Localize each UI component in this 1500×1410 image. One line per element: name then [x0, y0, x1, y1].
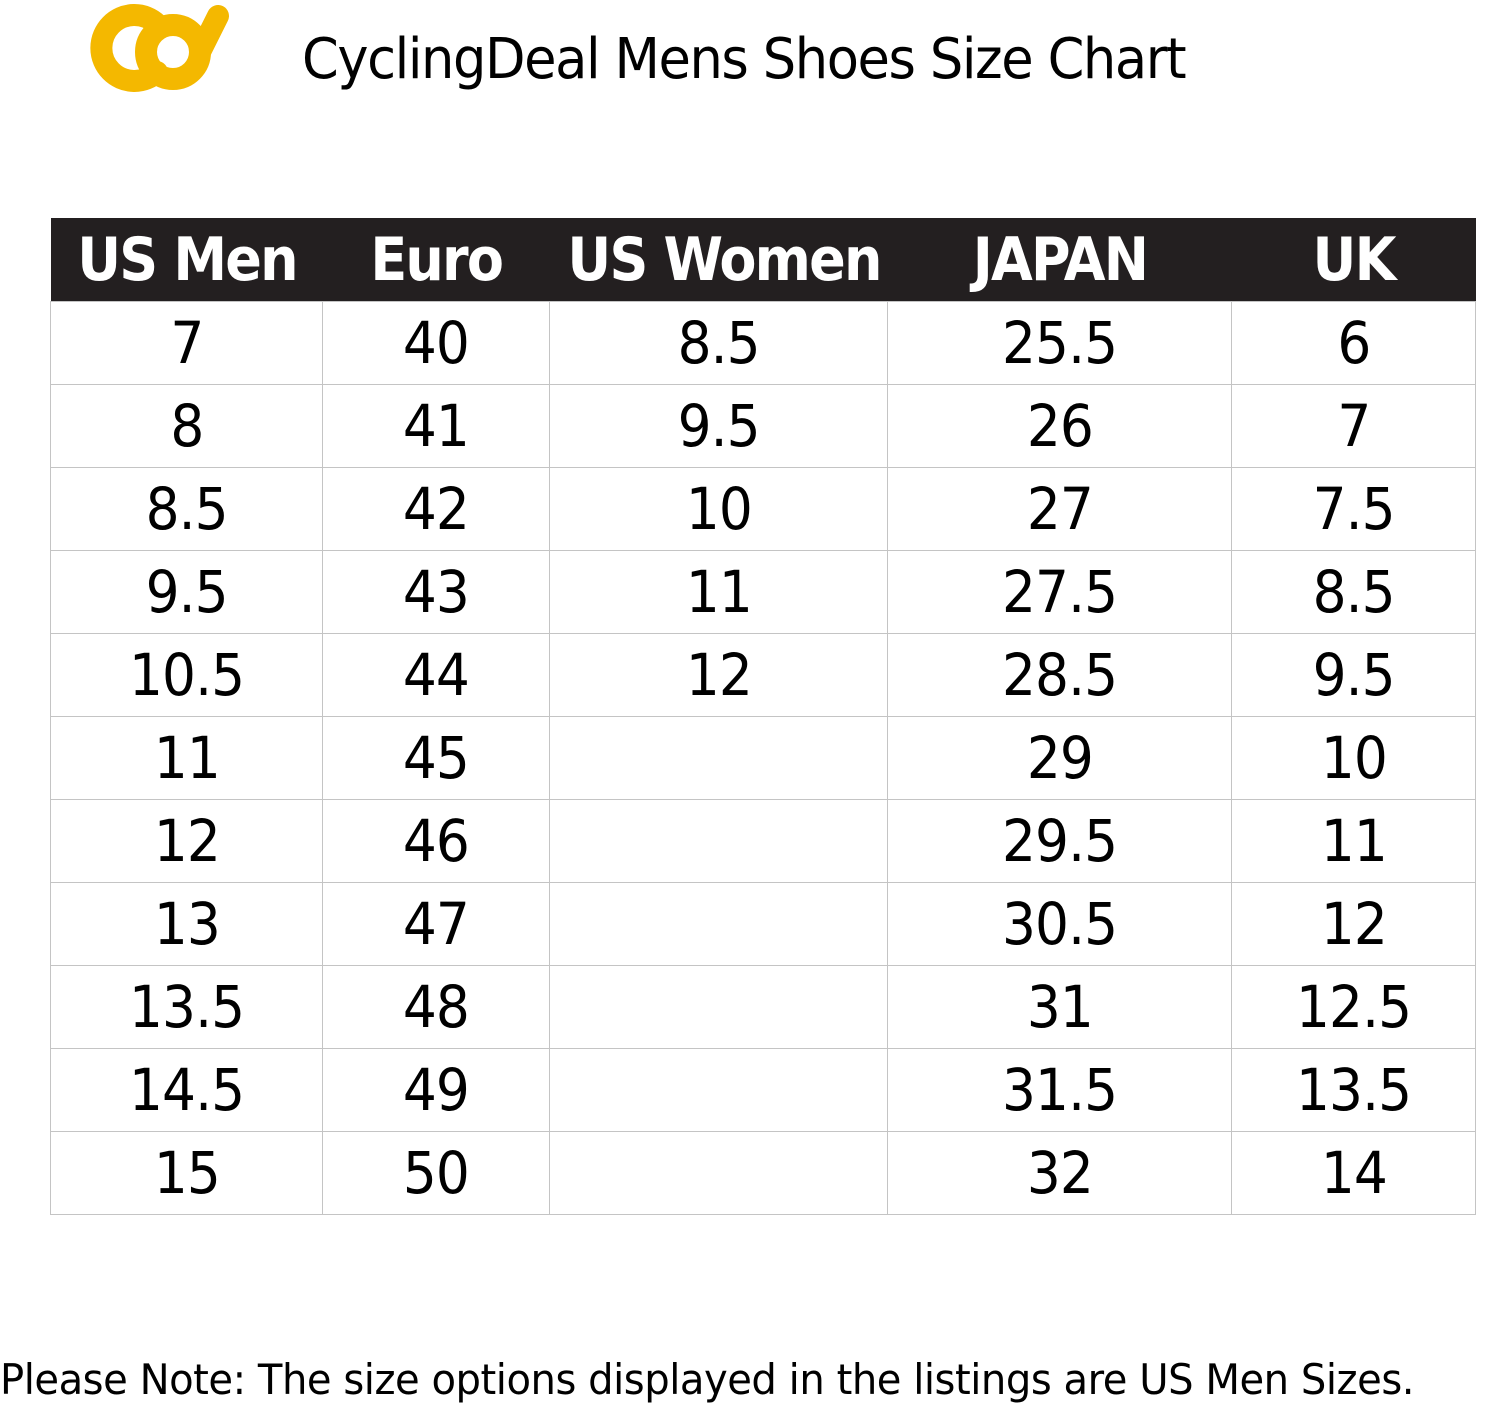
cell-us-men: 13	[50, 882, 323, 966]
cell-us-women: 10	[549, 467, 888, 551]
cell-us-men: 7	[50, 301, 323, 385]
cell-euro: 48	[322, 965, 550, 1049]
cell-euro: 49	[322, 1048, 550, 1132]
cell-uk: 11	[1231, 799, 1476, 883]
column-header-us-women: US Women	[549, 218, 888, 302]
cell-us-women	[549, 716, 888, 800]
cell-japan: 27	[887, 467, 1232, 551]
table-row: 13 47 30.5 12	[50, 882, 1476, 966]
cell-us-women: 9.5	[549, 384, 888, 468]
cell-us-men: 14.5	[50, 1048, 323, 1132]
cell-japan: 31.5	[887, 1048, 1232, 1132]
table-row: 13.5 48 31 12.5	[50, 965, 1476, 1049]
cell-japan: 29.5	[887, 799, 1232, 883]
table-row: 9.5 43 11 27.5 8.5	[50, 550, 1476, 634]
cell-euro: 47	[322, 882, 550, 966]
cell-euro: 45	[322, 716, 550, 800]
cell-us-women: 8.5	[549, 301, 888, 385]
cell-us-men: 8	[50, 384, 323, 468]
cell-us-women	[549, 1131, 888, 1215]
cell-japan: 32	[887, 1131, 1232, 1215]
cell-us-women	[549, 799, 888, 883]
cell-japan: 26	[887, 384, 1232, 468]
cell-euro: 40	[322, 301, 550, 385]
cell-uk: 7	[1231, 384, 1476, 468]
cell-euro: 46	[322, 799, 550, 883]
column-header-uk: UK	[1231, 218, 1476, 302]
cell-japan: 29	[887, 716, 1232, 800]
cell-us-men: 8.5	[50, 467, 323, 551]
cell-uk: 12.5	[1231, 965, 1476, 1049]
cell-us-women: 12	[549, 633, 888, 717]
table-row: 11 45 29 10	[50, 716, 1476, 800]
cell-japan: 30.5	[887, 882, 1232, 966]
cell-euro: 41	[322, 384, 550, 468]
cell-japan: 27.5	[887, 550, 1232, 634]
cell-us-women: 11	[549, 550, 888, 634]
cell-japan: 31	[887, 965, 1232, 1049]
table-row: 14.5 49 31.5 13.5	[50, 1048, 1476, 1132]
cell-us-men: 9.5	[50, 550, 323, 634]
cell-us-men: 11	[50, 716, 323, 800]
cell-uk: 10	[1231, 716, 1476, 800]
table-row: 12 46 29.5 11	[50, 799, 1476, 883]
size-chart-table: US Men Euro US Women JAPAN UK 7 40 8.5 2…	[50, 218, 1476, 1215]
cell-us-women	[549, 1048, 888, 1132]
cell-japan: 28.5	[887, 633, 1232, 717]
table-row: 10.5 44 12 28.5 9.5	[50, 633, 1476, 717]
column-header-us-men: US Men	[50, 218, 323, 302]
table-row: 15 50 32 14	[50, 1131, 1476, 1215]
cell-us-men: 15	[50, 1131, 323, 1215]
cell-uk: 6	[1231, 301, 1476, 385]
cell-us-men: 10.5	[50, 633, 323, 717]
cell-euro: 44	[322, 633, 550, 717]
table-header-row: US Men Euro US Women JAPAN UK	[50, 218, 1476, 302]
cell-uk: 14	[1231, 1131, 1476, 1215]
cell-euro: 43	[322, 550, 550, 634]
cell-euro: 50	[322, 1131, 550, 1215]
cell-uk: 12	[1231, 882, 1476, 966]
cell-uk: 13.5	[1231, 1048, 1476, 1132]
table-row: 8 41 9.5 26 7	[50, 384, 1476, 468]
table-row: 8.5 42 10 27 7.5	[50, 467, 1476, 551]
cell-japan: 25.5	[887, 301, 1232, 385]
cell-uk: 8.5	[1231, 550, 1476, 634]
cell-uk: 9.5	[1231, 633, 1476, 717]
cell-us-women	[549, 965, 888, 1049]
column-header-japan: JAPAN	[887, 218, 1232, 302]
cell-euro: 42	[322, 467, 550, 551]
cell-us-women	[549, 882, 888, 966]
cell-uk: 7.5	[1231, 467, 1476, 551]
cell-us-men: 13.5	[50, 965, 323, 1049]
column-header-euro: Euro	[322, 218, 550, 302]
cd-logo-icon	[90, 4, 229, 92]
table-row: 7 40 8.5 25.5 6	[50, 301, 1476, 385]
footer-note: Please Note: The size options displayed …	[0, 1355, 1415, 1404]
page-title: CyclingDeal Mens Shoes Size Chart	[302, 27, 1187, 92]
cell-us-men: 12	[50, 799, 323, 883]
